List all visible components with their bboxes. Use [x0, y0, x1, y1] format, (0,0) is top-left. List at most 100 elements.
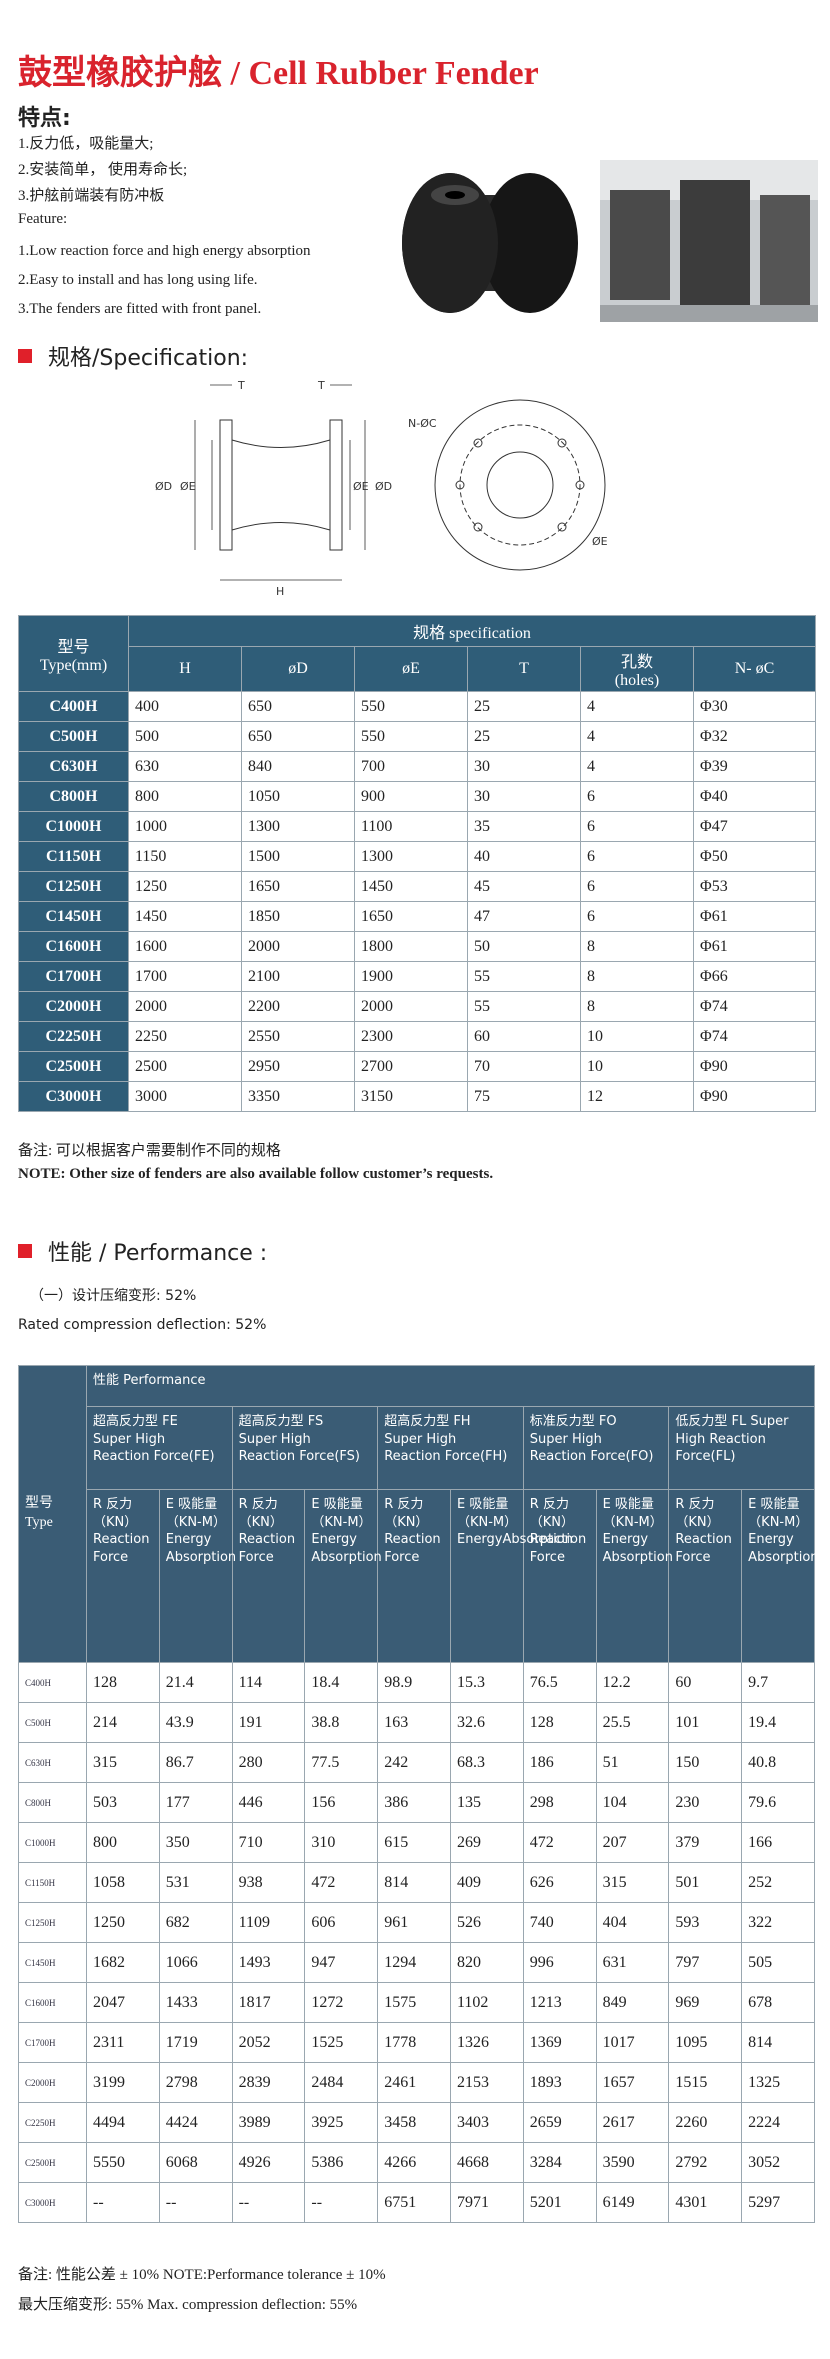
- cell: 6: [580, 781, 694, 812]
- drawing: T T ØD ØE ØE ØD H N-ØC ØE: [155, 379, 608, 598]
- feature-cn: 1.反力低，吸能量大;: [18, 136, 154, 152]
- cell: 55: [467, 961, 581, 992]
- cell: 1100: [354, 811, 468, 842]
- cell: 1650: [354, 901, 468, 932]
- row: C1450H 1682 1066 1493 947 1294 820 996 631 797 505: [18, 1942, 815, 1983]
- cell: 5386: [304, 2142, 379, 2183]
- cell: 10: [580, 1051, 694, 1082]
- cell: 3150: [354, 1081, 468, 1112]
- cell: 1017: [595, 2022, 670, 2063]
- drawing-label: ØD: [155, 480, 172, 493]
- cell: 3199: [86, 2062, 160, 2103]
- cell: 47: [467, 901, 581, 932]
- type-cell: C2500H: [18, 1051, 129, 1082]
- cell: 961: [377, 1902, 451, 1943]
- group-cell: 超高反力型 FE Super High Reaction Force(FE): [86, 1406, 233, 1490]
- cell: 8: [580, 991, 694, 1022]
- cell: 280: [231, 1742, 306, 1783]
- cell: 2950: [241, 1051, 355, 1082]
- cell: Φ66: [692, 961, 817, 992]
- cell: 315: [86, 1742, 160, 1783]
- sub-header: E 吸能量（KN-M）Energy Absorption: [304, 1489, 382, 1663]
- cell: 2484: [304, 2062, 379, 2103]
- group-cell: 超高反力型 FS Super High Reaction Force(FS): [231, 1406, 379, 1490]
- cell: 678: [741, 1982, 815, 2023]
- type-cell: C1700H: [18, 961, 129, 992]
- cell: 230: [668, 1782, 743, 1823]
- cell: 2052: [231, 2022, 306, 2063]
- drawing-label: N-ØC: [408, 417, 437, 430]
- type-cell: C1000H: [18, 1822, 87, 1863]
- cell: 18.4: [304, 1662, 379, 1703]
- cell: 606: [304, 1902, 379, 1943]
- cell: 1493: [231, 1942, 306, 1983]
- cell: 3350: [241, 1081, 355, 1112]
- cell: 55: [467, 991, 581, 1022]
- row: C1600H 1600 2000 1800 50 8 Φ61: [18, 931, 817, 962]
- cell: 1800: [354, 931, 468, 962]
- cell: 2700: [354, 1051, 468, 1082]
- cell: 650: [241, 721, 355, 752]
- cell: 68.3: [449, 1742, 524, 1783]
- row: C800H 503 177 446 156 386 135 298 104 230 79.6: [18, 1782, 815, 1823]
- cell: 1294: [377, 1942, 451, 1983]
- cell: 38.8: [304, 1702, 379, 1743]
- feature-en: 1.Low reaction force and high energy abs…: [18, 243, 311, 259]
- feature-cn: 2.安装简单， 使用寿命长;: [18, 162, 188, 178]
- cell: 50: [467, 931, 581, 962]
- type-cell: C2250H: [18, 1021, 129, 1052]
- title: 鼓型橡胶护舷 / Cell Rubber Fender: [18, 55, 539, 92]
- cell: 840: [241, 751, 355, 782]
- cell: 2792: [668, 2142, 743, 2183]
- sub-header: E 吸能量（KN-M）Energy Absorption: [741, 1489, 819, 1663]
- cell: 2047: [86, 1982, 160, 2023]
- cell: 4494: [86, 2102, 160, 2143]
- cell: 3403: [449, 2102, 524, 2143]
- cell: --: [231, 2182, 306, 2223]
- row: C2500H 5550 6068 4926 5386 4266 4668 3284 3590 27…: [18, 2142, 815, 2183]
- cell: 505: [741, 1942, 815, 1983]
- cell: Φ47: [692, 811, 817, 842]
- cell: 6: [580, 901, 694, 932]
- cell: 386: [377, 1782, 451, 1823]
- cell: 650: [241, 691, 355, 722]
- type-cell: C3000H: [18, 2182, 87, 2223]
- section-heading: 规格/Specification:: [18, 340, 248, 372]
- cell: 615: [377, 1822, 451, 1863]
- cell: 404: [595, 1902, 670, 1943]
- type-cell: C3000H: [18, 1081, 129, 1112]
- cell: 4: [580, 751, 694, 782]
- cell: 8: [580, 961, 694, 992]
- cell: 550: [354, 721, 468, 752]
- row: C500H 500 650 550 25 4 Φ32: [18, 721, 817, 752]
- cell: 4668: [449, 2142, 524, 2183]
- cell: 242: [377, 1742, 451, 1783]
- cell: 1272: [304, 1982, 379, 2023]
- cell: 1250: [86, 1902, 160, 1943]
- rated-deflection: Rated compression deflection: 52%: [18, 1317, 267, 1333]
- cell: 135: [449, 1782, 524, 1823]
- cell: 2311: [86, 2022, 160, 2063]
- cell: 593: [668, 1902, 743, 1943]
- row: C630H 315 86.7 280 77.5 242 68.3 186 51 150 40.8: [18, 1742, 815, 1783]
- cell: Φ53: [692, 871, 817, 902]
- header-cell: T: [467, 646, 581, 692]
- cell: 40: [467, 841, 581, 872]
- cell: 797: [668, 1942, 743, 1983]
- cell: 1325: [741, 2062, 815, 2103]
- cell: 163: [377, 1702, 451, 1743]
- cell: 472: [522, 1822, 597, 1863]
- header-cell: N- øC: [692, 646, 817, 692]
- cell: 40.8: [741, 1742, 815, 1783]
- cell: 1050: [241, 781, 355, 812]
- cell: Φ61: [692, 901, 817, 932]
- header-cell: øE: [354, 646, 468, 692]
- type-cell: C800H: [18, 781, 129, 812]
- cell: 2100: [241, 961, 355, 992]
- type-cell: C500H: [18, 721, 129, 752]
- row: C400H 400 650 550 25 4 Φ30: [18, 691, 817, 722]
- cell: Φ50: [692, 841, 817, 872]
- cell: 2224: [741, 2102, 815, 2143]
- cell: 938: [231, 1862, 306, 1903]
